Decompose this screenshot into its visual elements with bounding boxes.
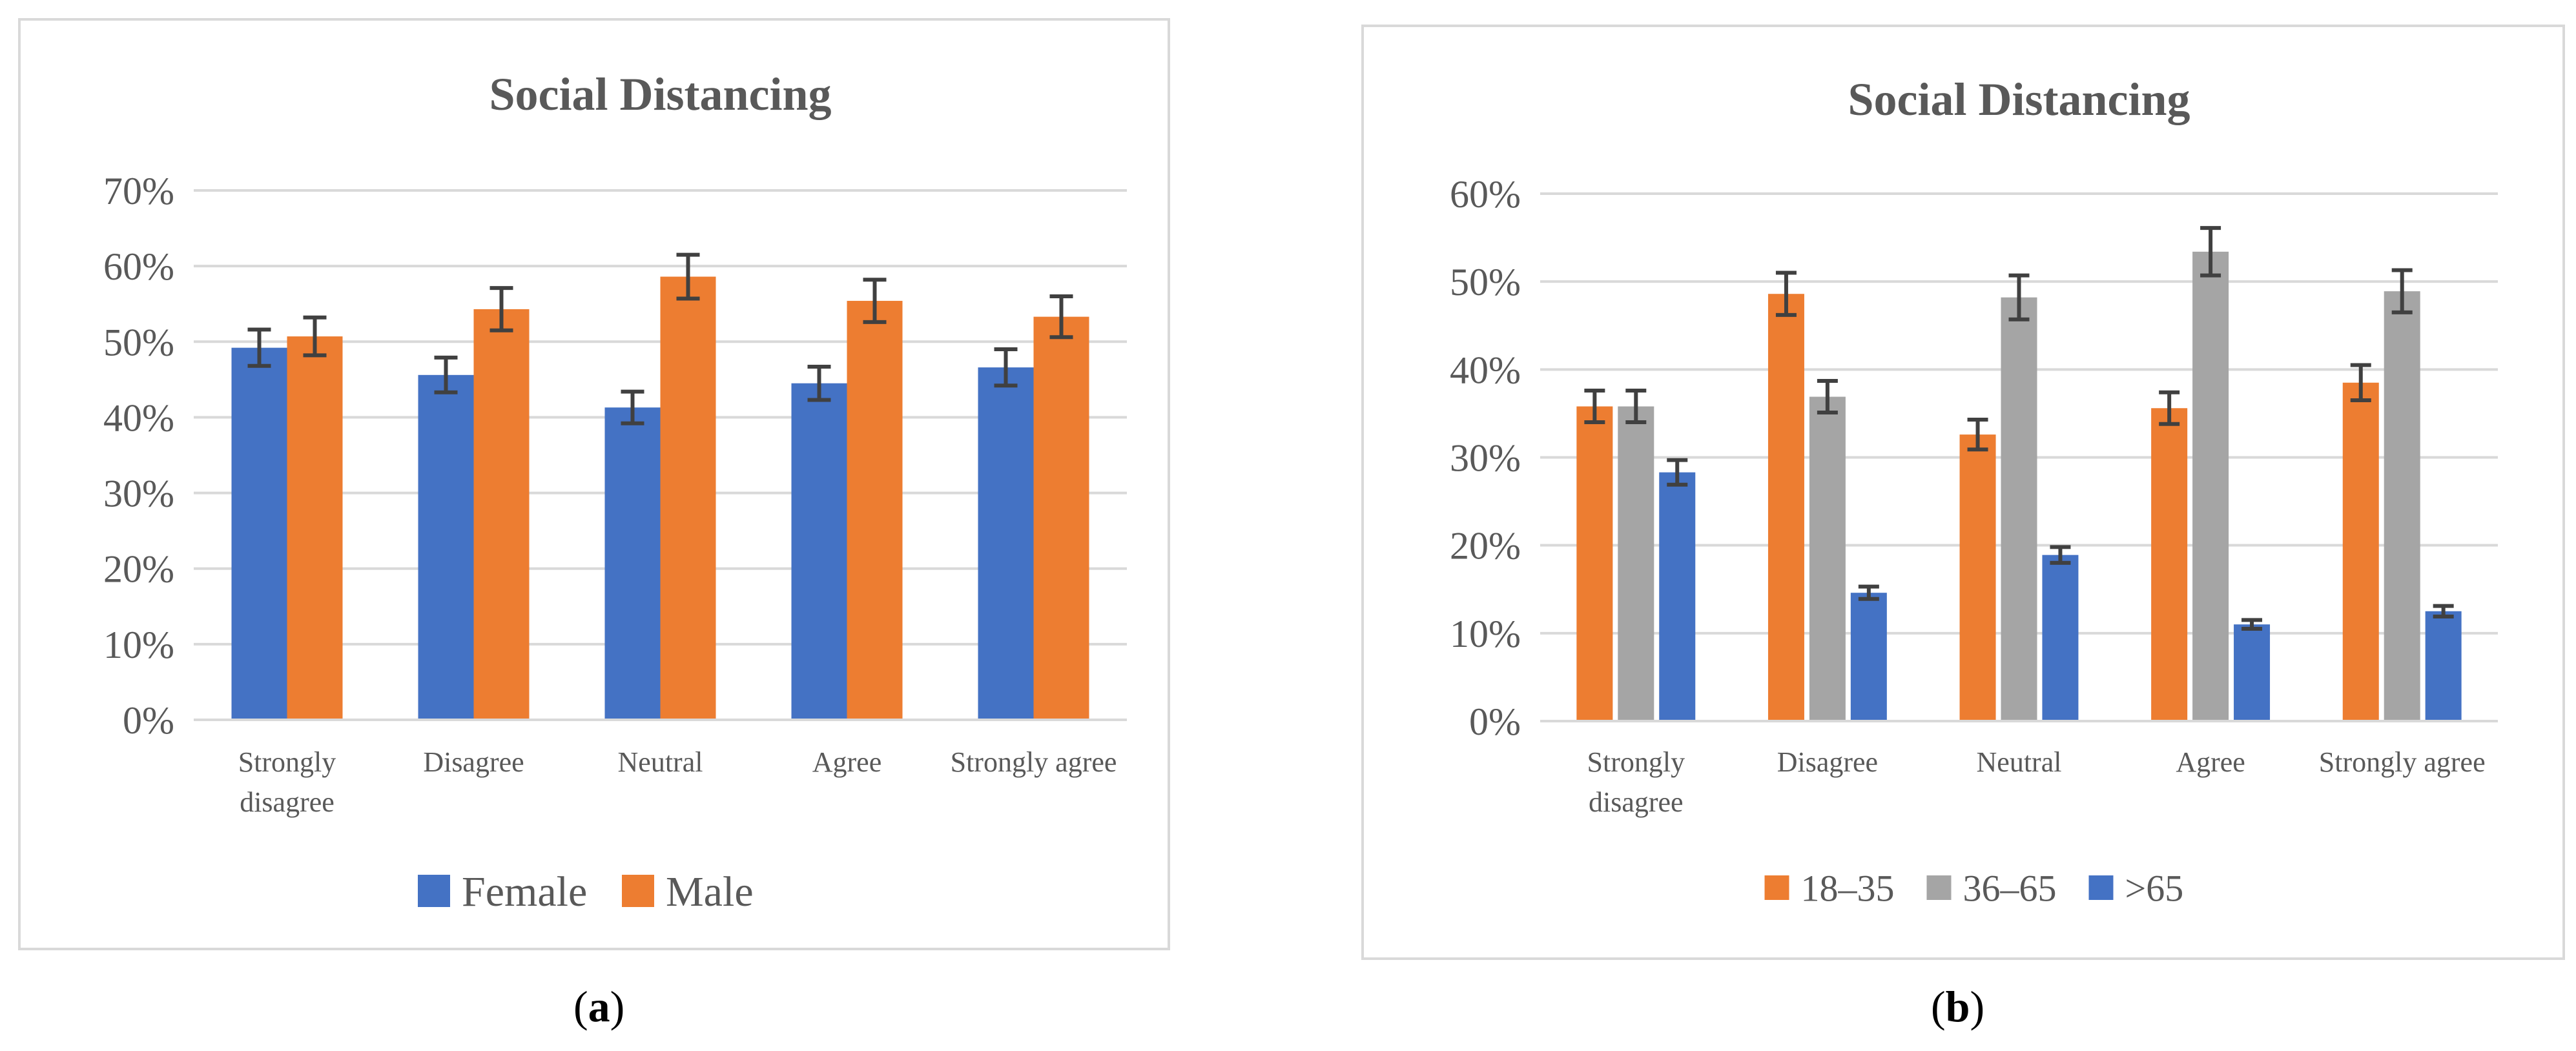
panel-label-b: (b): [1931, 982, 1985, 1031]
chart-b-category-label: Disagree: [1777, 746, 1878, 778]
chart-a-category-label: Neutral: [618, 746, 703, 778]
chart-b-legend-label: >65: [2125, 867, 2184, 909]
chart-b-bar: [2342, 382, 2379, 721]
chart-b-bar: [1767, 294, 1804, 722]
chart-b-bar: [1959, 434, 1996, 721]
chart-b-bar: [2425, 611, 2462, 721]
chart-a-category-label: Strongly agree: [951, 746, 1117, 778]
panel-label-a: (a): [573, 982, 625, 1031]
chart-b-bar: [1659, 472, 1696, 721]
chart-a-ytick-label: 70%: [103, 170, 174, 212]
chart-b-ytick-label: 10%: [1450, 613, 1521, 655]
panel-label-b-letter: b: [1945, 982, 1970, 1031]
chart-b-bar: [2384, 291, 2420, 721]
chart-b-bar: [2192, 251, 2229, 721]
chart-a-legend-swatch: [418, 875, 450, 907]
chart-b-legend-swatch: [1926, 875, 1952, 900]
chart-b-legend-swatch: [1764, 875, 1789, 900]
chart-a-bar: [847, 301, 903, 720]
chart-b-ytick-label: 60%: [1450, 173, 1521, 216]
chart-a-bar: [231, 347, 287, 720]
chart-a-legend: Female Male: [418, 868, 754, 915]
chart-b-category-label: Agree: [2176, 746, 2245, 778]
chart-a-category-label: Disagree: [423, 746, 524, 778]
chart-a-ytick-label: 0%: [123, 699, 174, 742]
chart-b: Social Distancing 0% 10% 20% 30% 40% 50% 60% Str…: [1361, 25, 2565, 960]
chart-b-title: Social Distancing: [1848, 74, 2190, 125]
chart-a-ytick-label: 30%: [103, 473, 174, 515]
chart-a-legend-label: Female: [462, 868, 587, 915]
chart-a-ytick-label: 50%: [103, 321, 174, 363]
chart-b-bar: [1618, 406, 1654, 721]
chart-b-bar: [1850, 593, 1887, 721]
chart-a-bar: [791, 383, 847, 720]
chart-a-ytick-label: 60%: [103, 245, 174, 288]
chart-b-bar: [2151, 408, 2188, 721]
chart-b-legend-label: 36–65: [1963, 867, 2057, 909]
chart-b-ytick-label: 30%: [1450, 437, 1521, 480]
chart-a-category-label: Agree: [812, 746, 882, 778]
chart-b-ytick-label: 50%: [1450, 261, 1521, 303]
chart-b-bar: [2042, 555, 2079, 721]
chart-b-legend-swatch: [2088, 875, 2114, 900]
chart-b-category-label: Neutral: [1977, 746, 2062, 778]
chart-a-bar: [660, 276, 716, 720]
chart-a-ytick-label: 40%: [103, 396, 174, 439]
chart-b-category-label: Strongly disagree: [1587, 746, 1685, 818]
chart-b-legend: 18–35 36–65 >65: [1764, 867, 2184, 909]
chart-b-ytick-label: 40%: [1450, 349, 1521, 391]
chart-b-ytick-label: 0%: [1469, 700, 1521, 743]
chart-a-bar: [287, 336, 343, 720]
chart-a-bar: [473, 309, 530, 720]
chart-a-category-label: Strongly disagree: [238, 746, 336, 818]
chart-a-ytick-label: 20%: [103, 548, 174, 591]
chart-b-bar: [2234, 624, 2271, 721]
chart-b-legend-label: 18–35: [1801, 867, 1895, 909]
chart-b-bar: [1576, 406, 1613, 721]
chart-a-bar: [418, 374, 474, 720]
chart-a: Social Distancing 0% 10% 20% 30% 40% 50% 60% 70%…: [18, 18, 1170, 950]
chart-a-ytick-label: 10%: [103, 624, 174, 666]
chart-a-frame: [18, 18, 1170, 950]
chart-b-bar: [2001, 297, 2037, 722]
chart-a-title: Social Distancing: [489, 68, 831, 120]
chart-b-category-label: Strongly agree: [2319, 746, 2486, 778]
chart-b-bar: [1809, 396, 1846, 721]
panel-label-a-letter: a: [588, 982, 610, 1031]
chart-a-bar: [604, 407, 661, 720]
chart-b-ytick-label: 20%: [1450, 525, 1521, 567]
chart-a-legend-swatch: [622, 875, 654, 907]
chart-a-bar: [978, 367, 1034, 720]
chart-a-legend-label: Male: [666, 868, 754, 915]
chart-a-bar: [1033, 316, 1089, 720]
